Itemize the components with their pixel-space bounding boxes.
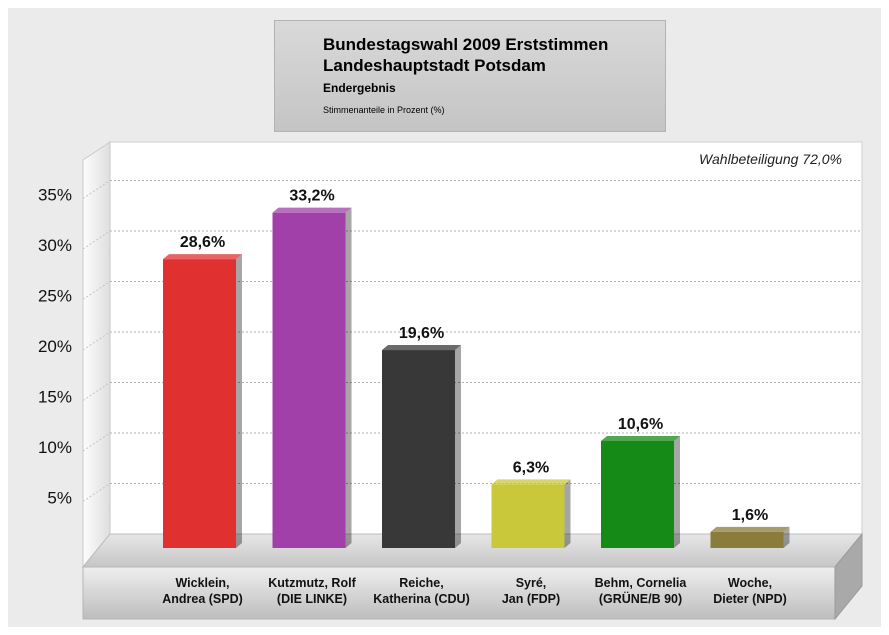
x-category-label: Andrea (SPD): [162, 592, 243, 606]
bar-side: [564, 479, 571, 548]
x-category-label: Katherina (CDU): [373, 592, 470, 606]
bar-value-label: 19,6%: [399, 325, 444, 342]
plot-base-side: [834, 532, 863, 621]
bar-top: [710, 526, 790, 532]
plot-left-wall: [82, 141, 111, 569]
x-category-label: (GRÜNE/B 90): [599, 591, 682, 606]
bar-value-label: 33,2%: [289, 188, 334, 205]
bar-front: [601, 440, 674, 548]
chart-title: Bundestagswahl 2009 Erststimmen: [323, 35, 609, 54]
y-tick-label: 5%: [47, 489, 72, 508]
y-tick-label: 15%: [38, 388, 72, 407]
bar-top: [491, 479, 571, 485]
bar-top: [382, 345, 461, 351]
grid-line-side: [82, 180, 111, 199]
bar-front: [491, 484, 565, 548]
y-tick-label: 10%: [38, 438, 72, 457]
bar-top: [163, 254, 242, 260]
bar-side: [783, 526, 790, 548]
bar: [710, 526, 790, 548]
grid-line-side: [82, 483, 111, 502]
x-category-label: Reiche,: [399, 576, 443, 590]
grid-line-side: [82, 230, 111, 250]
y-tick-label: 20%: [38, 337, 72, 356]
grid-line-side: [82, 432, 111, 452]
chart-title-location: Landeshauptstadt Potsdam: [323, 56, 546, 75]
bar-value-label: 1,6%: [732, 507, 768, 524]
chart-note: Stimmenanteile in Prozent (%): [323, 105, 445, 115]
bar-front: [710, 531, 784, 548]
bar-value-label: 10,6%: [618, 416, 663, 433]
x-category-label: Kutzmutz, Rolf: [268, 576, 356, 590]
x-category-label: Wicklein,: [175, 576, 229, 590]
bar-value-label: 28,6%: [180, 234, 225, 251]
bar: [382, 345, 461, 548]
bar-side: [674, 435, 680, 548]
bar: [491, 479, 571, 548]
y-tick-label: 25%: [38, 287, 72, 306]
bar-top: [601, 435, 680, 441]
x-category-label: Behm, Cornelia: [595, 576, 688, 590]
x-category-label: Dieter (NPD): [713, 592, 787, 606]
bar-top: [272, 207, 352, 213]
y-tick-label: 30%: [38, 236, 72, 255]
y-tick-label: 35%: [38, 186, 72, 205]
grid-line-side: [82, 281, 111, 300]
bar-side: [455, 345, 461, 548]
bar-value-label: 6,3%: [513, 459, 549, 476]
x-category-label: Woche,: [728, 576, 772, 590]
x-category-label: (DIE LINKE): [277, 592, 347, 606]
grid-line-side: [82, 331, 111, 351]
bar: [601, 435, 680, 548]
plot-base-front: [82, 566, 836, 620]
x-category-label: Jan (FDP): [502, 592, 560, 606]
bar-front: [382, 350, 455, 548]
chart-subtitle: Endergebnis: [323, 81, 396, 95]
bar-front: [272, 212, 346, 548]
turnout-label: Wahlbeteiligung 72,0%: [699, 151, 842, 167]
chart-title-box: Bundestagswahl 2009 Erststimmen Landesha…: [274, 20, 666, 132]
bar: [163, 254, 242, 548]
bar-side: [236, 254, 242, 548]
bar-side: [345, 207, 352, 548]
x-category-label: Syré,: [516, 576, 547, 590]
bar: [272, 207, 352, 548]
grid-line-side: [82, 382, 111, 401]
bar-front: [163, 259, 236, 548]
